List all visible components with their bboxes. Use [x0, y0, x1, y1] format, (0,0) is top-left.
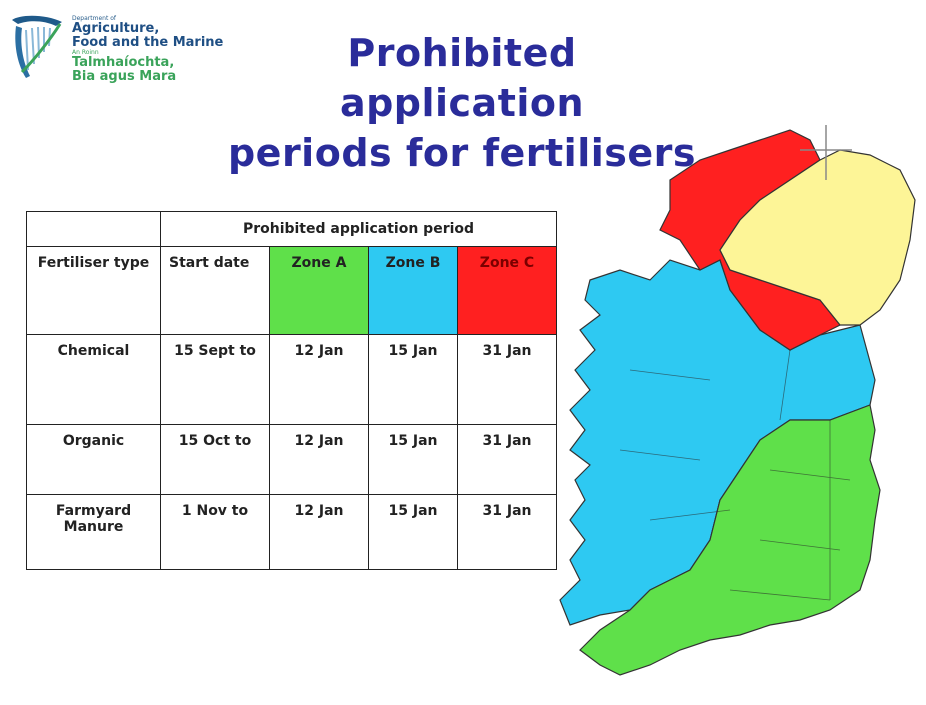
zone-a-region	[579, 404, 881, 676]
ireland-zone-map	[559, 125, 916, 676]
department-logo: Department of Agriculture, Food and the …	[6, 12, 236, 102]
group-header: Prohibited application period	[160, 211, 557, 247]
table-row: Farmyard Manure 1 Nov to 12 Jan 15 Jan 3…	[26, 494, 557, 570]
cell-zone-c: 31 Jan	[457, 424, 557, 495]
cell-zone-b: 15 Jan	[368, 424, 458, 495]
header-zone-a: Zone A	[269, 246, 369, 335]
cell-start: 1 Nov to	[160, 494, 270, 570]
table-row: Chemical 15 Sept to 12 Jan 15 Jan 31 Jan	[26, 334, 557, 425]
cell-type: Farmyard Manure	[26, 494, 161, 570]
crosshair-icon	[800, 125, 852, 180]
logo-line-1: Department of	[72, 15, 116, 22]
logo-line-2: Agriculture,	[72, 21, 160, 37]
cell-zone-c: 31 Jan	[457, 494, 557, 570]
header-zone-b: Zone B	[368, 246, 458, 335]
fertiliser-table: Prohibited application period Fertiliser…	[26, 211, 557, 570]
cell-zone-b: 15 Jan	[368, 334, 458, 425]
logo-line-5: Talmhaíochta,	[72, 54, 175, 70]
northern-ireland-region	[719, 149, 916, 326]
logo-line-3: Food and the Marine	[72, 34, 224, 50]
header-start-date: Start date	[160, 246, 270, 335]
logo-text: Department of Agriculture, Food and the …	[72, 15, 224, 84]
title-line-1: Prohibited application	[339, 31, 585, 125]
cell-zone-c: 31 Jan	[457, 334, 557, 425]
cell-zone-a: 12 Jan	[269, 424, 369, 495]
cell-start: 15 Oct to	[160, 424, 270, 495]
title-line-2: periods for fertilisers	[227, 131, 697, 175]
cell-zone-a: 12 Jan	[269, 494, 369, 570]
cell-zone-b: 15 Jan	[368, 494, 458, 570]
cell-zone-a: 12 Jan	[269, 334, 369, 425]
header-fertiliser-type: Fertiliser type	[26, 246, 161, 335]
table-row: Organic 15 Oct to 12 Jan 15 Jan 31 Jan	[26, 424, 557, 495]
cell-start: 15 Sept to	[160, 334, 270, 425]
empty-header-cell	[26, 211, 161, 247]
cell-type: Chemical	[26, 334, 161, 425]
cell-type: Organic	[26, 424, 161, 495]
slide-title: Prohibited application periods for ferti…	[222, 28, 702, 178]
logo-line-4: An Roinn	[72, 48, 99, 56]
harp-emblem-icon	[12, 15, 62, 78]
logo-line-6: Bia agus Mara	[72, 68, 177, 84]
